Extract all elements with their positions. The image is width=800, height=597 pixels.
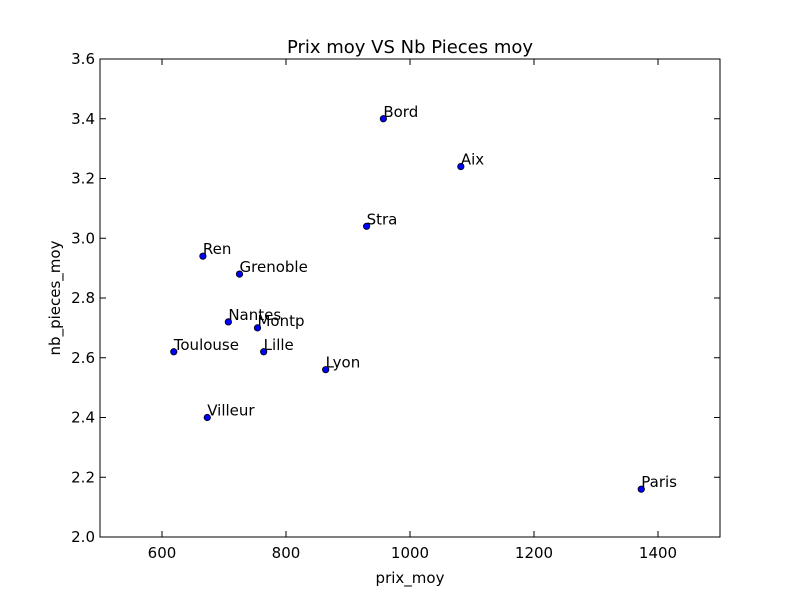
data-point bbox=[203, 413, 211, 422]
point-label: Stra bbox=[367, 210, 398, 228]
data-point bbox=[199, 252, 207, 260]
y-tick-label: 2.6 bbox=[71, 349, 95, 367]
plot-area: 600 800 1000 1200 1400 2.0 2.2 2.4 2.6 2.8 3.0 3.2 3… bbox=[71, 50, 720, 562]
point-label: Lyon bbox=[326, 354, 361, 372]
x-axis-label: prix_moy bbox=[376, 569, 445, 588]
point-label: Bord bbox=[383, 103, 418, 121]
point-label: Nantes bbox=[228, 306, 281, 324]
data-point bbox=[322, 366, 330, 374]
data-point bbox=[253, 324, 262, 332]
plot-frame bbox=[99, 58, 721, 538]
data-point bbox=[235, 270, 244, 278]
y-tick-label: 2.8 bbox=[71, 289, 95, 307]
y-tick-label: 2.0 bbox=[71, 528, 95, 546]
x-tick-label: 600 bbox=[148, 544, 177, 562]
y-axis-label: nb_pieces_moy bbox=[46, 240, 65, 355]
point-label: Paris bbox=[641, 473, 677, 491]
y-tick-label: 3.0 bbox=[71, 229, 95, 247]
y-tick-label: 2.2 bbox=[71, 468, 95, 486]
chart-title: Prix moy VS Nb Pieces moy bbox=[287, 37, 533, 58]
point-label: Aix bbox=[461, 151, 484, 169]
point-label: Lille bbox=[264, 336, 294, 354]
x-tick-label: 1400 bbox=[639, 544, 677, 562]
point-label: Grenoble bbox=[240, 258, 308, 276]
y-tick-label: 3.6 bbox=[71, 50, 95, 68]
data-point bbox=[260, 348, 268, 356]
point-label: Toulouse bbox=[173, 336, 239, 354]
point-label: Villeur bbox=[207, 402, 255, 420]
data-point bbox=[362, 222, 371, 230]
point-label: Ren bbox=[203, 240, 231, 258]
data-point bbox=[224, 318, 232, 326]
data-point bbox=[637, 485, 645, 493]
y-tick-label: 3.4 bbox=[71, 110, 95, 128]
y-tick-label: 2.4 bbox=[71, 409, 95, 427]
point-label: Montp bbox=[257, 312, 304, 330]
y-tick-label: 3.2 bbox=[71, 170, 95, 188]
x-tick-label: 800 bbox=[272, 544, 301, 562]
x-tick-label: 1200 bbox=[515, 544, 553, 562]
data-point bbox=[170, 348, 178, 356]
data-point bbox=[379, 115, 387, 123]
x-tick-label: 1000 bbox=[391, 544, 429, 562]
data-point bbox=[457, 162, 465, 171]
